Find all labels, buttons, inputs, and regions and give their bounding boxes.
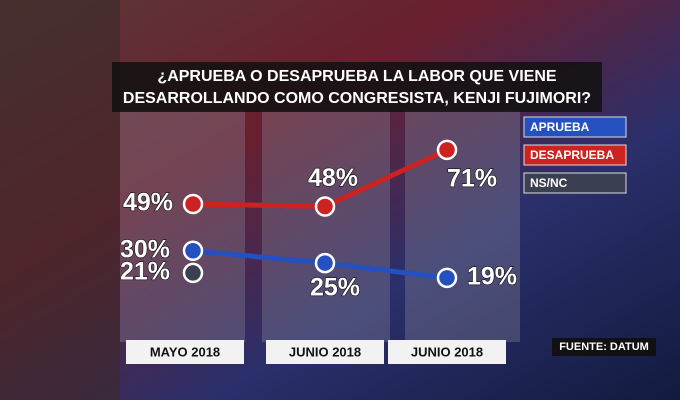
category-box [126, 340, 244, 364]
value-label: 21% [120, 258, 170, 286]
background-figure [0, 0, 120, 400]
x-tick-label: JUNIO 2018 [289, 344, 361, 359]
value-label: 71% [447, 164, 497, 192]
legend-label: APRUEBA [530, 120, 590, 134]
legend-swatch [523, 144, 627, 166]
value-label: 30% [120, 235, 170, 263]
category-box [266, 340, 384, 364]
point [182, 193, 204, 215]
x-tick-label: MAYO 2018 [150, 344, 220, 359]
point [436, 267, 458, 289]
source: FUENTE: DATUM [559, 341, 649, 353]
point [436, 139, 458, 161]
value-label: 49% [123, 189, 173, 217]
legend-swatch [523, 116, 627, 138]
column-panel [405, 110, 520, 342]
title-band [112, 62, 602, 112]
value-label: 25% [310, 274, 360, 302]
chart-title: DESARROLLANDO COMO CONGRESISTA, KENJI FU… [123, 90, 591, 107]
source-box [552, 338, 656, 356]
category-box [388, 340, 506, 364]
point [182, 240, 204, 262]
x-tick-label: JUNIO 2018 [411, 344, 483, 359]
chart-title: ¿APRUEBA O DESAPRUEBA LA LABOR QUE VIENE [157, 68, 556, 85]
legend-label: NS/NC [530, 176, 568, 190]
legend-label: DESAPRUEBA [530, 148, 614, 162]
value-label: 48% [308, 164, 358, 192]
point [314, 252, 336, 274]
point [314, 196, 336, 217]
point [182, 262, 204, 284]
legend-swatch [523, 172, 627, 194]
column-panel [120, 110, 245, 342]
column-panel [262, 110, 390, 342]
value-label: 19% [467, 262, 517, 290]
